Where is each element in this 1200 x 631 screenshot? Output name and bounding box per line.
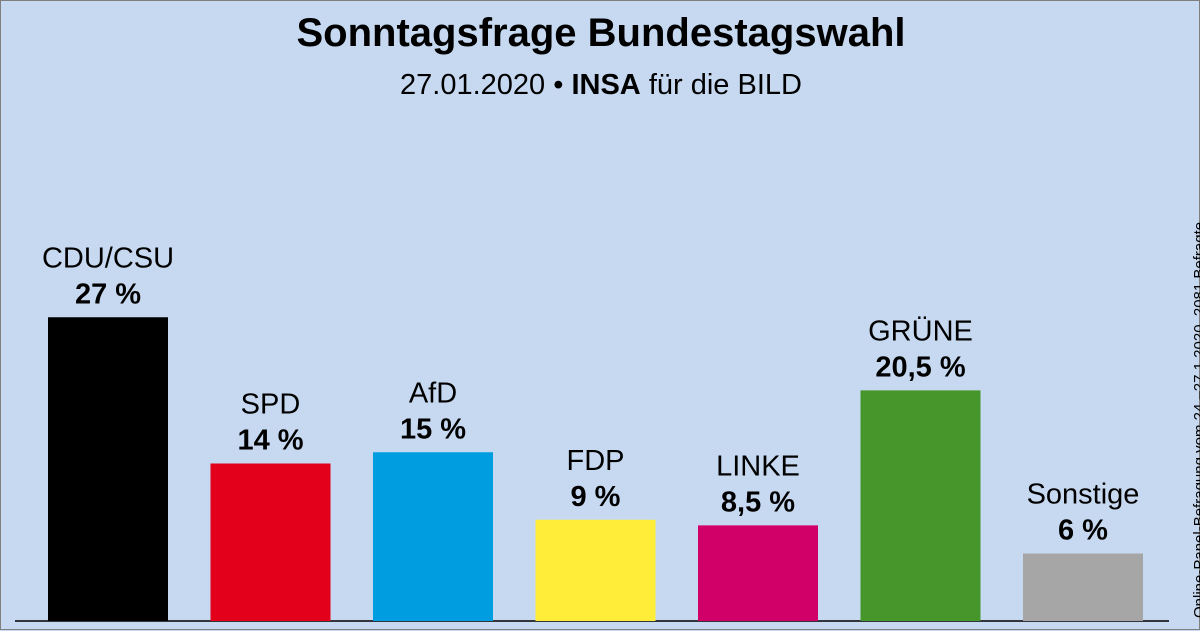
poll-institute: INSA: [571, 69, 641, 101]
bar: [210, 463, 331, 621]
bar: [698, 525, 818, 621]
chart-title: Sonntagsfrage Bundestagswahl: [296, 11, 906, 55]
subtitle-separator: •: [553, 69, 564, 101]
bar-value-label: 15 %: [400, 413, 466, 445]
bar: [1023, 553, 1143, 621]
bar-category-label: GRÜNE: [868, 315, 973, 347]
bar-category-label: CDU/CSU: [42, 242, 174, 274]
bar-category-label: Sonstige: [1027, 479, 1140, 511]
bar-category-label: AfD: [409, 377, 457, 409]
bar-value-label: 20,5 %: [875, 351, 965, 383]
bar-category-label: SPD: [241, 389, 301, 421]
bar: [48, 317, 168, 621]
bar: [373, 452, 493, 621]
bar-value-label: 6 %: [1058, 515, 1108, 547]
poll-client: für die BILD: [648, 69, 802, 101]
bar: [860, 390, 981, 621]
bar-value-label: 14 %: [237, 425, 303, 457]
chart-subtitle: 27.01.2020 • INSA für die BILD: [1, 69, 1200, 102]
source-note: Online-Panel-Befragung vom 24.–27.1.2020…: [1191, 221, 1200, 618]
bar-category-label: FDP: [567, 445, 625, 477]
bar-category-label: LINKE: [716, 450, 800, 482]
bar: [535, 519, 656, 621]
bar-value-label: 9 %: [571, 481, 621, 513]
bar-value-label: 8,5 %: [721, 486, 795, 518]
poll-date: 27.01.2020: [400, 69, 546, 101]
bar-value-label: 27 %: [75, 278, 141, 310]
